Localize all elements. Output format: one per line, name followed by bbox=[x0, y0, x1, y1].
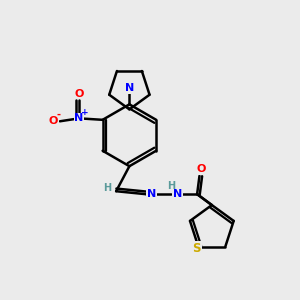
Text: N: N bbox=[74, 113, 84, 123]
Text: N: N bbox=[147, 189, 156, 199]
Text: -: - bbox=[56, 110, 60, 120]
Text: H: H bbox=[167, 181, 175, 191]
Text: N: N bbox=[125, 83, 134, 93]
Text: S: S bbox=[193, 242, 201, 255]
Text: O: O bbox=[196, 164, 206, 174]
Text: O: O bbox=[49, 116, 58, 126]
Text: H: H bbox=[103, 183, 111, 193]
Text: +: + bbox=[80, 108, 88, 117]
Text: O: O bbox=[74, 88, 84, 99]
Text: N: N bbox=[173, 189, 182, 199]
